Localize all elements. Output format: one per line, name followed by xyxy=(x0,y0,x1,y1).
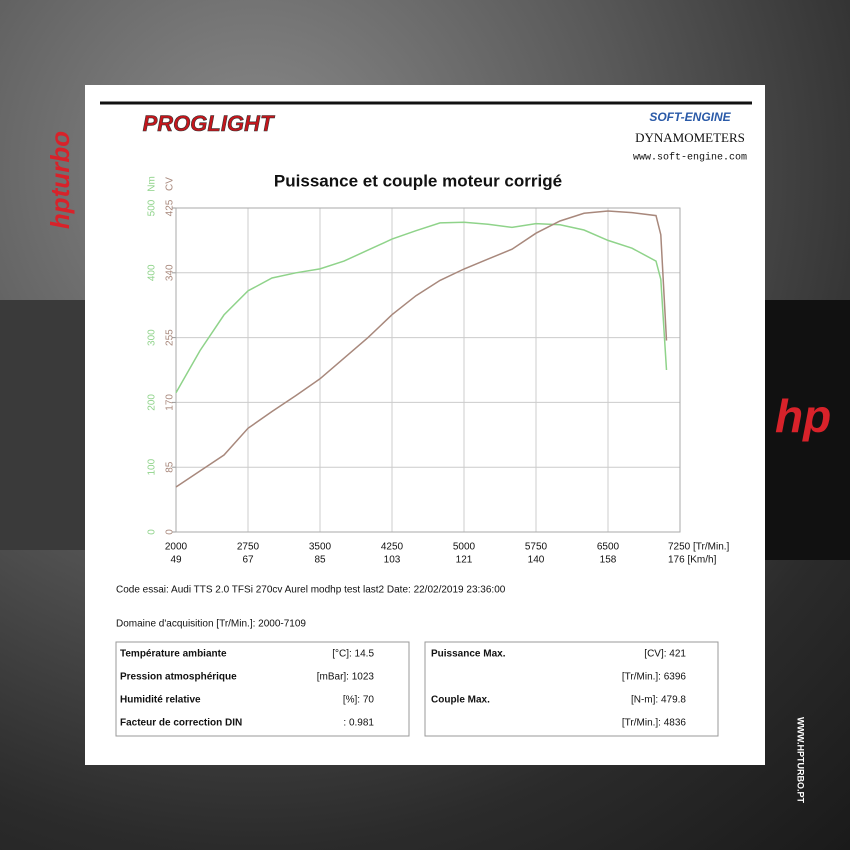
y-tick-label: 100 xyxy=(147,458,158,475)
logo: PROGLIGHT xyxy=(143,111,275,136)
x-tick-label: 7250 [Tr/Min.] xyxy=(668,542,730,553)
condition-label: Pression atmosphérique xyxy=(120,672,237,683)
brand-left: hpturbo xyxy=(45,131,75,229)
x-tick-label: 2750 xyxy=(237,542,260,553)
x-tick-label: 5750 xyxy=(525,542,548,553)
series-line xyxy=(175,210,668,488)
maxima-box xyxy=(424,641,719,737)
series-line xyxy=(175,221,668,394)
bg-part xyxy=(0,300,90,550)
speed-label: 85 xyxy=(314,555,326,566)
y-axis-label: Nm xyxy=(147,176,158,192)
condition-value: [%]: 70 xyxy=(343,695,375,706)
y2-tick-label: 170 xyxy=(165,394,176,411)
bg-box xyxy=(765,300,850,560)
x-tick-label: 6500 xyxy=(597,542,620,553)
y-tick-label: 300 xyxy=(147,329,158,346)
maker-url: www.soft-engine.com xyxy=(633,152,747,164)
x-tick-label: 5000 xyxy=(453,542,476,553)
y2-tick-label: 425 xyxy=(165,199,176,216)
acq-domain: Domaine d'acquisition [Tr/Min.]: 2000-71… xyxy=(116,619,306,630)
maxima-value: [Tr/Min.]: 6396 xyxy=(622,672,687,683)
y2-tick-label: 340 xyxy=(165,264,176,281)
maxima-value: [Tr/Min.]: 4836 xyxy=(622,718,687,729)
speed-label: 158 xyxy=(600,555,617,566)
maker: SOFT-ENGINE xyxy=(649,110,731,124)
y-tick-label: 200 xyxy=(147,394,158,411)
y2-tick-label: 85 xyxy=(165,461,176,473)
condition-label: Température ambiante xyxy=(120,649,227,660)
y2-axis-label: CV xyxy=(165,177,176,191)
speed-label: 67 xyxy=(242,555,254,566)
speed-label: 103 xyxy=(384,555,401,566)
speed-label: 140 xyxy=(528,555,545,566)
speed-label: 176 [Km/h] xyxy=(668,555,717,566)
y-tick-label: 0 xyxy=(147,529,158,535)
maxima-value: [N-m]: 479.8 xyxy=(631,695,686,706)
plot-frame xyxy=(175,207,681,533)
speed-label: 49 xyxy=(170,555,182,566)
condition-label: Humidité relative xyxy=(120,695,201,706)
chart-title: Puissance et couple moteur corrigé xyxy=(274,171,562,190)
test-code: Code essai: Audi TTS 2.0 TFSi 270cv Aure… xyxy=(116,585,506,596)
x-tick-label: 4250 xyxy=(381,542,404,553)
website: WWW.HPTURBO.PT xyxy=(796,717,806,803)
conditions-box xyxy=(115,641,410,737)
maxima-label: Couple Max. xyxy=(431,695,490,706)
condition-value: [mBar]: 1023 xyxy=(317,672,375,683)
maker-line: DYNAMOMETERS xyxy=(635,130,745,145)
y2-tick-label: 0 xyxy=(165,529,176,535)
brand-right: hp xyxy=(775,390,831,442)
maxima-label: Puissance Max. xyxy=(431,649,506,660)
x-tick-label: 3500 xyxy=(309,542,332,553)
condition-label: Facteur de correction DIN xyxy=(120,718,242,729)
y-tick-label: 400 xyxy=(147,264,158,281)
y-tick-label: 500 xyxy=(147,199,158,216)
maxima-value: [CV]: 421 xyxy=(644,649,686,660)
condition-value: [°C]: 14.5 xyxy=(332,649,374,660)
x-tick-label: 2000 xyxy=(165,542,188,553)
condition-value: : 0.981 xyxy=(343,718,374,729)
speed-label: 121 xyxy=(456,555,473,566)
y2-tick-label: 255 xyxy=(165,329,176,346)
